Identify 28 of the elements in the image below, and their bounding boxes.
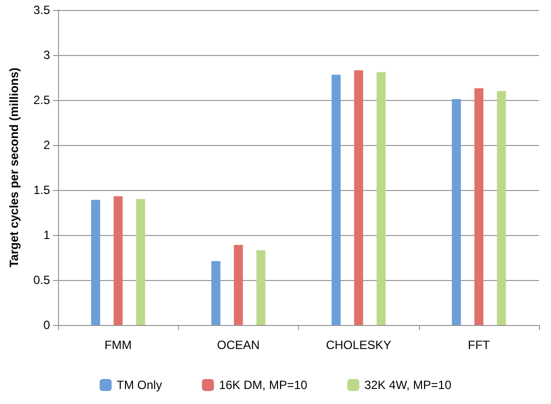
bar	[234, 244, 243, 325]
bar	[496, 91, 506, 325]
y-tick-label: 1	[43, 228, 50, 242]
bar	[91, 200, 100, 325]
bar	[211, 261, 220, 325]
bar	[354, 70, 364, 325]
x-tick-label: OCEAN	[217, 338, 260, 352]
bar	[136, 199, 146, 325]
bar	[114, 196, 123, 325]
x-tick-label: CHOLESKY	[326, 338, 392, 352]
y-tick-label: 3	[43, 48, 50, 62]
y-tick-label: 2.5	[33, 93, 50, 107]
bar	[474, 88, 484, 325]
bar	[376, 72, 386, 325]
y-tick-label: 3.5	[33, 3, 50, 17]
bar	[452, 99, 461, 325]
x-tick-label: FFT	[468, 338, 491, 352]
y-tick-label: 1.5	[33, 183, 50, 197]
y-tick-label: 2	[43, 138, 50, 152]
y-axis-title: Target cycles per second (millions)	[7, 68, 21, 268]
legend-label: 16K DM, MP=10	[218, 378, 308, 392]
y-tick-label: 0	[43, 318, 50, 332]
bar	[256, 250, 266, 325]
bar	[332, 74, 341, 325]
y-tick-label: 0.5	[33, 273, 50, 287]
x-tick-label: FMM	[104, 338, 132, 352]
legend-label: TM Only	[116, 378, 162, 392]
legend-label: 32K 4W, MP=10	[364, 378, 452, 392]
